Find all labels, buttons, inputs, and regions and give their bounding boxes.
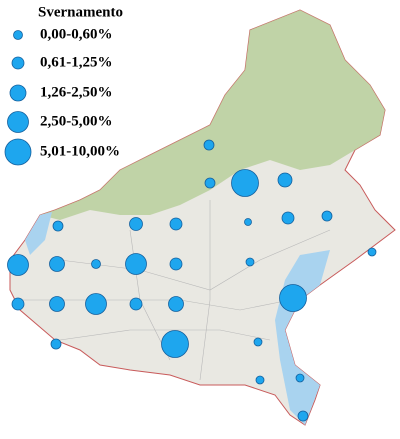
- site: [129, 217, 143, 231]
- site: [125, 253, 147, 275]
- legend-label: 5,01-10,00%: [40, 143, 120, 159]
- site: [277, 172, 293, 188]
- site: [49, 296, 65, 312]
- legend-symbol: [7, 111, 29, 133]
- site: [169, 217, 183, 231]
- site: [52, 220, 64, 232]
- mountain-area: [40, 10, 385, 220]
- site: [204, 177, 216, 189]
- site: [49, 256, 65, 272]
- legend-title: Svernamento: [38, 4, 123, 20]
- site: [168, 296, 184, 312]
- legend-label: 1,26-2,50%: [40, 84, 113, 100]
- site: [295, 373, 305, 383]
- site-markers: [7, 139, 377, 422]
- site: [129, 297, 143, 311]
- site: [7, 254, 29, 276]
- legend-label: 0,61-1,25%: [40, 54, 113, 70]
- site: [321, 210, 333, 222]
- site: [203, 139, 215, 151]
- site: [11, 297, 25, 311]
- site: [253, 337, 263, 347]
- site: [231, 169, 259, 197]
- site: [255, 375, 265, 385]
- site: [169, 257, 183, 271]
- site: [161, 330, 189, 358]
- legend-symbol: [11, 56, 25, 70]
- legend-symbol: [9, 84, 27, 102]
- legend-symbol: [13, 30, 23, 40]
- site: [91, 259, 101, 269]
- legend-label: 0,00-0,60%: [40, 26, 113, 42]
- lake: [25, 212, 52, 255]
- site: [85, 293, 107, 315]
- legend-label: 2,50-5,00%: [40, 113, 113, 129]
- site: [244, 218, 252, 226]
- site: [297, 410, 309, 422]
- site: [367, 247, 377, 257]
- site: [281, 211, 295, 225]
- site: [245, 257, 255, 267]
- site: [50, 338, 62, 350]
- legend-symbol: [4, 138, 32, 166]
- site: [279, 284, 307, 312]
